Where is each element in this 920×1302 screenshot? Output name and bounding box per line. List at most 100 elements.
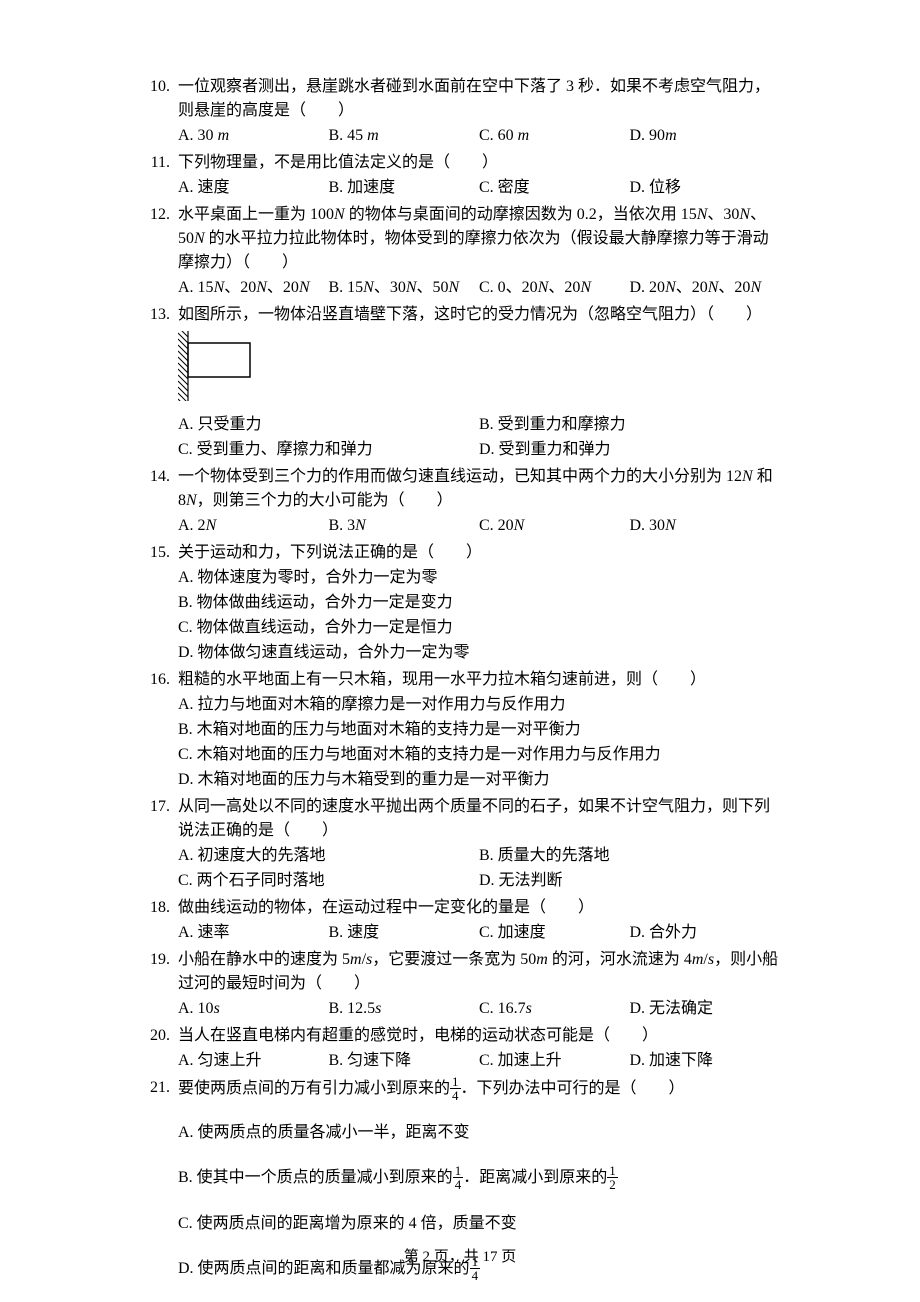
option: A. 速率 [178,921,329,945]
option: B. 速度 [329,921,480,945]
options: A. 初速度大的先落地B. 质量大的先落地C. 两个石子同时落地D. 无法判断 [178,844,780,894]
option: C. 60 m [479,124,630,148]
question-15: 15.关于运动和力，下列说法正确的是（ ）A. 物体速度为零时，合外力一定为零B… [140,541,780,666]
options: A. 30 mB. 45 mC. 60 mD. 90m [178,124,780,149]
option: C. 物体做直线运动，合外力一定是恒力 [178,616,780,640]
question-number: 18. [140,896,178,946]
option: A. 匀速上升 [178,1049,329,1073]
question-body: 当人在竖直电梯内有超重的感觉时，电梯的运动状态可能是（ ）A. 匀速上升B. 匀… [178,1024,780,1074]
question-text: 粗糙的水平地面上有一只木箱，现用一水平力拉木箱匀速前进，则（ ） [178,668,780,692]
footer-suffix: 页 [501,1249,516,1265]
option: A. 只受重力 [178,413,479,437]
option: D. 木箱对地面的压力与木箱受到的重力是一对平衡力 [178,768,780,792]
question-text: 一个物体受到三个力的作用而做匀速直线运动，已知其中两个力的大小分别为 12N 和… [178,465,780,513]
option: C. 受到重力、摩擦力和弹力 [178,438,479,462]
question-text: 从同一高处以不同的速度水平抛出两个质量不同的石子，如果不计空气阻力，则下列说法正… [178,795,780,843]
question-text: 要使两质点间的万有引力减小到原来的14．下列办法中可行的是（ ） [178,1076,780,1103]
option: B. 受到重力和摩擦力 [479,413,780,437]
question-number: 17. [140,795,178,894]
question-11: 11.下列物理量，不是用比值法定义的是（ ）A. 速度B. 加速度C. 密度D.… [140,151,780,201]
option: A. 物体速度为零时，合外力一定为零 [178,566,780,590]
option: A. 15N、20N、20N [178,276,329,300]
option: D. 物体做匀速直线运动，合外力一定为零 [178,641,780,665]
question-number: 11. [140,151,178,201]
question-text: 如图所示，一物体沿竖直墙壁下落，这时它的受力情况为（忽略空气阻力）（ ） [178,303,780,327]
question-19: 19.小船在静水中的速度为 5m/s，它要渡过一条宽为 50m 的河，河水流速为… [140,948,780,1022]
option: D. 90m [630,124,781,148]
question-20: 20.当人在竖直电梯内有超重的感觉时，电梯的运动状态可能是（ ）A. 匀速上升B… [140,1024,780,1074]
question-10: 10.一位观察者测出，悬崖跳水者碰到水面前在空中下落了 3 秒．如果不考虑空气阻… [140,75,780,149]
option: B. 物体做曲线运动，合外力一定是变力 [178,591,780,615]
option: B. 45 m [329,124,480,148]
question-12: 12.水平桌面上一重为 100N 的物体与桌面间的动摩擦因数为 0.2，当依次用… [140,203,780,301]
question-number: 16. [140,668,178,793]
question-text: 关于运动和力，下列说法正确的是（ ） [178,541,780,565]
option: A. 拉力与地面对木箱的摩擦力是一对作用力与反作用力 [178,693,780,717]
question-text: 做曲线运动的物体，在运动过程中一定变化的量是（ ） [178,896,780,920]
question-text: 小船在静水中的速度为 5m/s，它要渡过一条宽为 50m 的河，河水流速为 4m… [178,948,780,996]
question-body: 水平桌面上一重为 100N 的物体与桌面间的动摩擦因数为 0.2，当依次用 15… [178,203,780,301]
question-text: 水平桌面上一重为 100N 的物体与桌面间的动摩擦因数为 0.2，当依次用 15… [178,203,780,275]
option: D. 20N、20N、20N [630,276,781,300]
options: A. 物体速度为零时，合外力一定为零B. 物体做曲线运动，合外力一定是变力C. … [178,566,780,666]
option: B. 木箱对地面的压力与地面对木箱的支持力是一对平衡力 [178,718,780,742]
question-body: 关于运动和力，下列说法正确的是（ ）A. 物体速度为零时，合外力一定为零B. 物… [178,541,780,666]
option: D. 受到重力和弹力 [479,438,780,462]
footer-total: 17 [483,1249,498,1265]
option: B. 质量大的先落地 [479,844,780,868]
options: A. 10sB. 12.5sC. 16.7sD. 无法确定 [178,997,780,1022]
option: D. 无法判断 [479,869,780,893]
question-body: 下列物理量，不是用比值法定义的是（ ）A. 速度B. 加速度C. 密度D. 位移 [178,151,780,201]
option: C. 木箱对地面的压力与地面对木箱的支持力是一对作用力与反作用力 [178,743,780,767]
question-body: 粗糙的水平地面上有一只木箱，现用一水平力拉木箱匀速前进，则（ ）A. 拉力与地面… [178,668,780,793]
question-body: 一个物体受到三个力的作用而做匀速直线运动，已知其中两个力的大小分别为 12N 和… [178,465,780,539]
option: D. 无法确定 [630,997,781,1021]
option: C. 20N [479,514,630,538]
question-diagram [178,331,780,409]
question-number: 12. [140,203,178,301]
options: A. 匀速上升B. 匀速下降C. 加速上升D. 加速下降 [178,1049,780,1074]
options: A. 拉力与地面对木箱的摩擦力是一对作用力与反作用力B. 木箱对地面的压力与地面… [178,693,780,793]
option: C. 使两质点间的距离增为原来的 4 倍，质量不变 [178,1212,780,1236]
wall-block-diagram [178,331,268,401]
options: A. 速度B. 加速度C. 密度D. 位移 [178,176,780,201]
question-13: 13.如图所示，一物体沿竖直墙壁下落，这时它的受力情况为（忽略空气阻力）（ ） … [140,303,780,463]
option: D. 加速下降 [630,1049,781,1073]
question-body: 如图所示，一物体沿竖直墙壁下落，这时它的受力情况为（忽略空气阻力）（ ） A. … [178,303,780,463]
option: B. 匀速下降 [329,1049,480,1073]
option: C. 16.7s [479,997,630,1021]
question-number: 13. [140,303,178,463]
question-16: 16.粗糙的水平地面上有一只木箱，现用一水平力拉木箱匀速前进，则（ ）A. 拉力… [140,668,780,793]
question-text: 当人在竖直电梯内有超重的感觉时，电梯的运动状态可能是（ ） [178,1024,780,1048]
option: B. 15N、30N、50N [329,276,480,300]
options: A. 15N、20N、20NB. 15N、30N、50NC. 0、20N、20N… [178,276,780,301]
option: A. 2N [178,514,329,538]
option: B. 3N [329,514,480,538]
options: A. 只受重力B. 受到重力和摩擦力C. 受到重力、摩擦力和弹力D. 受到重力和… [178,413,780,463]
option: A. 初速度大的先落地 [178,844,479,868]
option: C. 0、20N、20N [479,276,630,300]
option: A. 10s [178,997,329,1021]
options: A. 速率B. 速度C. 加速度D. 合外力 [178,921,780,946]
footer-prefix: 第 [404,1249,419,1265]
question-number: 20. [140,1024,178,1074]
option: D. 合外力 [630,921,781,945]
option: A. 使两质点的质量各减小一半，距离不变 [178,1121,780,1145]
options: A. 2NB. 3NC. 20ND. 30N [178,514,780,539]
option: B. 加速度 [329,176,480,200]
question-number: 14. [140,465,178,539]
option: B. 12.5s [329,997,480,1021]
question-list: 10.一位观察者测出，悬崖跳水者碰到水面前在空中下落了 3 秒．如果不考虑空气阻… [140,75,780,1293]
option: A. 速度 [178,176,329,200]
option: B. 使其中一个质点的质量减小到原来的14．距离减小到原来的12 [178,1165,780,1192]
question-body: 小船在静水中的速度为 5m/s，它要渡过一条宽为 50m 的河，河水流速为 4m… [178,948,780,1022]
question-body: 一位观察者测出，悬崖跳水者碰到水面前在空中下落了 3 秒．如果不考虑空气阻力，则… [178,75,780,149]
option: C. 密度 [479,176,630,200]
question-number: 10. [140,75,178,149]
option: C. 两个石子同时落地 [178,869,479,893]
question-17: 17.从同一高处以不同的速度水平抛出两个质量不同的石子，如果不计空气阻力，则下列… [140,795,780,894]
option: C. 加速度 [479,921,630,945]
footer-page: 2 [422,1249,430,1265]
option: D. 位移 [630,176,781,200]
question-number: 15. [140,541,178,666]
